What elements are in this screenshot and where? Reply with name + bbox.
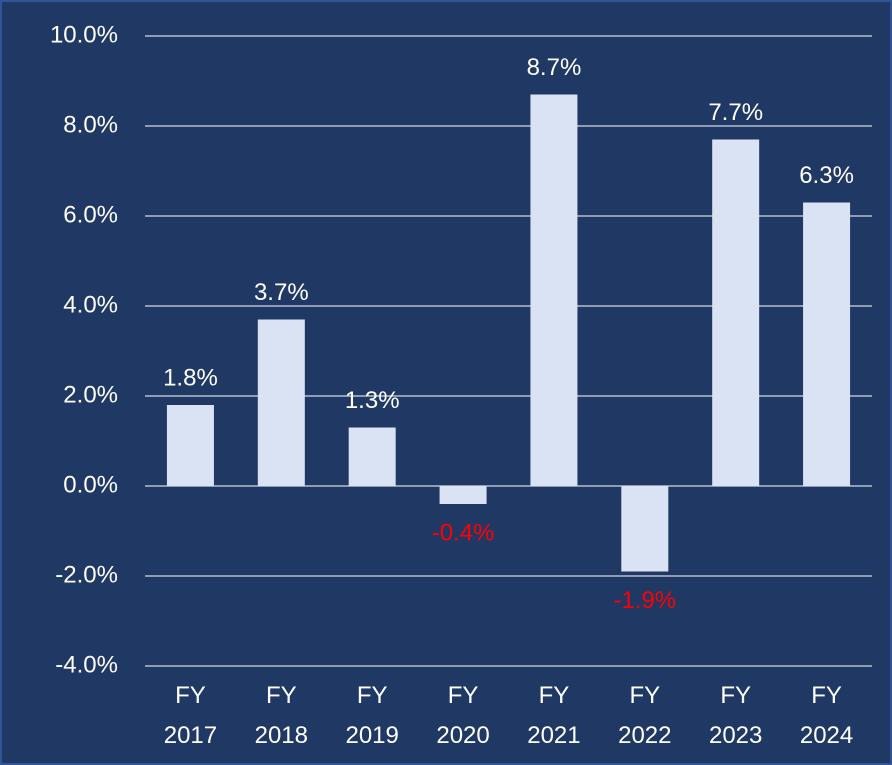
data-label: 3.7% (254, 279, 309, 306)
data-label: 8.7% (527, 54, 582, 81)
bar (257, 319, 305, 486)
x-tick-label: FY 2018 (255, 682, 308, 749)
data-label: -1.9% (613, 587, 676, 614)
data-label: 1.3% (345, 387, 400, 414)
data-label: 7.7% (708, 99, 763, 126)
bar (166, 405, 214, 486)
bar (621, 486, 669, 572)
x-tick-label: FY 2023 (709, 682, 762, 749)
y-tick-label: -4.0% (55, 651, 118, 678)
x-tick-label: FY 2021 (527, 682, 580, 749)
y-tick-label: 10.0% (50, 21, 118, 48)
data-label: -0.4% (432, 519, 495, 546)
y-tick-label: 4.0% (63, 291, 118, 318)
bar (803, 202, 851, 486)
y-tick-label: 6.0% (63, 201, 118, 228)
bar (712, 139, 760, 486)
bar (530, 94, 578, 486)
x-tick-label: FY 2017 (164, 682, 217, 749)
y-tick-label: 2.0% (63, 381, 118, 408)
y-tick-label: 8.0% (63, 111, 118, 138)
x-tick-label: FY 2019 (345, 682, 398, 749)
bar (439, 486, 487, 504)
bar (348, 427, 396, 486)
x-tick-label: FY 2020 (436, 682, 489, 749)
x-tick-label: FY 2024 (800, 682, 853, 749)
data-label: 6.3% (799, 162, 854, 189)
y-tick-label: 0.0% (63, 471, 118, 498)
x-tick-label: FY 2022 (618, 682, 671, 749)
data-label: 1.8% (163, 364, 218, 391)
y-tick-label: -2.0% (55, 561, 118, 588)
